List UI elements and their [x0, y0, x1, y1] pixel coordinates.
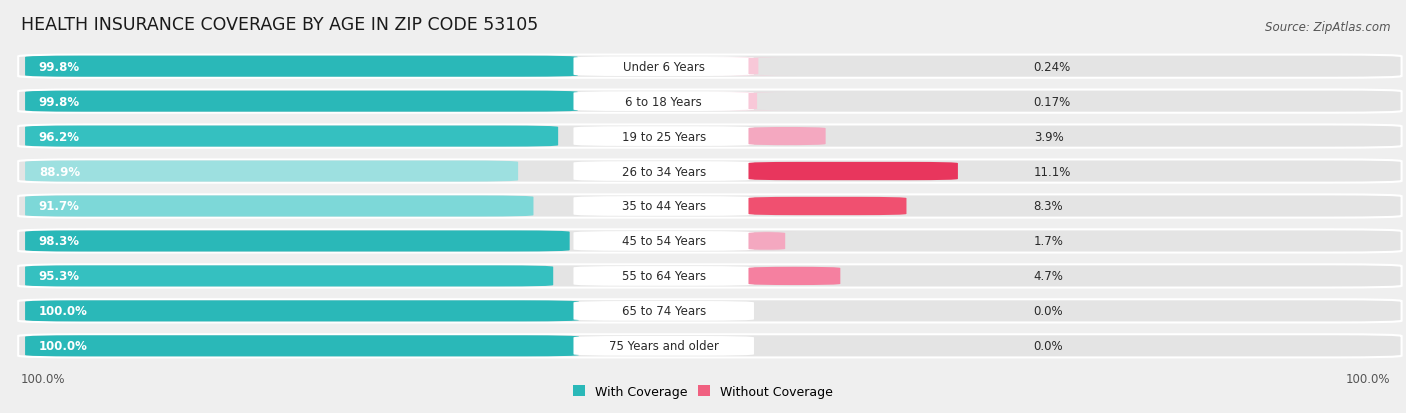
Text: 4.7%: 4.7% — [1033, 270, 1063, 283]
Text: 0.0%: 0.0% — [1033, 339, 1063, 352]
Text: 26 to 34 Years: 26 to 34 Years — [621, 165, 706, 178]
Text: 8.3%: 8.3% — [1033, 200, 1063, 213]
Text: 99.8%: 99.8% — [39, 95, 80, 108]
FancyBboxPatch shape — [18, 125, 1402, 148]
FancyBboxPatch shape — [18, 55, 1402, 78]
FancyBboxPatch shape — [574, 197, 754, 216]
Text: 0.17%: 0.17% — [1033, 95, 1071, 108]
FancyBboxPatch shape — [709, 93, 797, 111]
Text: 11.1%: 11.1% — [1033, 165, 1071, 178]
FancyBboxPatch shape — [18, 160, 1402, 183]
Text: 98.3%: 98.3% — [39, 235, 80, 248]
Legend: With Coverage, Without Coverage: With Coverage, Without Coverage — [572, 385, 834, 398]
Text: 100.0%: 100.0% — [39, 305, 87, 318]
Text: 75 Years and older: 75 Years and older — [609, 339, 718, 352]
FancyBboxPatch shape — [748, 128, 825, 146]
FancyBboxPatch shape — [18, 265, 1402, 288]
Text: 35 to 44 Years: 35 to 44 Years — [621, 200, 706, 213]
Text: 45 to 54 Years: 45 to 54 Years — [621, 235, 706, 248]
FancyBboxPatch shape — [25, 196, 533, 217]
Text: 65 to 74 Years: 65 to 74 Years — [621, 305, 706, 318]
FancyBboxPatch shape — [710, 58, 797, 76]
FancyBboxPatch shape — [574, 301, 754, 321]
Text: 0.24%: 0.24% — [1033, 61, 1071, 74]
FancyBboxPatch shape — [18, 335, 1402, 358]
Text: 91.7%: 91.7% — [39, 200, 80, 213]
Text: 100.0%: 100.0% — [39, 339, 87, 352]
FancyBboxPatch shape — [574, 266, 754, 286]
FancyBboxPatch shape — [574, 162, 754, 181]
Text: HEALTH INSURANCE COVERAGE BY AGE IN ZIP CODE 53105: HEALTH INSURANCE COVERAGE BY AGE IN ZIP … — [21, 16, 538, 34]
FancyBboxPatch shape — [25, 231, 569, 252]
Text: 100.0%: 100.0% — [1346, 372, 1391, 385]
Text: 100.0%: 100.0% — [21, 372, 66, 385]
FancyBboxPatch shape — [574, 57, 754, 77]
FancyBboxPatch shape — [748, 162, 957, 181]
FancyBboxPatch shape — [25, 301, 579, 322]
FancyBboxPatch shape — [737, 232, 797, 251]
Text: 96.2%: 96.2% — [39, 130, 80, 143]
Text: 6 to 18 Years: 6 to 18 Years — [626, 95, 702, 108]
FancyBboxPatch shape — [18, 90, 1402, 114]
FancyBboxPatch shape — [574, 92, 754, 112]
FancyBboxPatch shape — [18, 230, 1402, 253]
Text: Source: ZipAtlas.com: Source: ZipAtlas.com — [1265, 21, 1391, 34]
Text: Under 6 Years: Under 6 Years — [623, 61, 704, 74]
Text: 99.8%: 99.8% — [39, 61, 80, 74]
Text: 3.9%: 3.9% — [1033, 130, 1063, 143]
FancyBboxPatch shape — [18, 299, 1402, 323]
FancyBboxPatch shape — [25, 126, 558, 147]
Text: 88.9%: 88.9% — [39, 165, 80, 178]
Text: 95.3%: 95.3% — [39, 270, 80, 283]
FancyBboxPatch shape — [25, 161, 519, 182]
FancyBboxPatch shape — [18, 195, 1402, 218]
FancyBboxPatch shape — [574, 336, 754, 356]
FancyBboxPatch shape — [25, 91, 578, 112]
Text: 0.0%: 0.0% — [1033, 305, 1063, 318]
FancyBboxPatch shape — [25, 335, 579, 356]
Text: 19 to 25 Years: 19 to 25 Years — [621, 130, 706, 143]
FancyBboxPatch shape — [25, 57, 578, 78]
Text: 1.7%: 1.7% — [1033, 235, 1063, 248]
Text: 55 to 64 Years: 55 to 64 Years — [621, 270, 706, 283]
FancyBboxPatch shape — [574, 232, 754, 251]
FancyBboxPatch shape — [25, 266, 553, 287]
FancyBboxPatch shape — [748, 267, 841, 285]
FancyBboxPatch shape — [748, 197, 907, 216]
FancyBboxPatch shape — [574, 127, 754, 147]
